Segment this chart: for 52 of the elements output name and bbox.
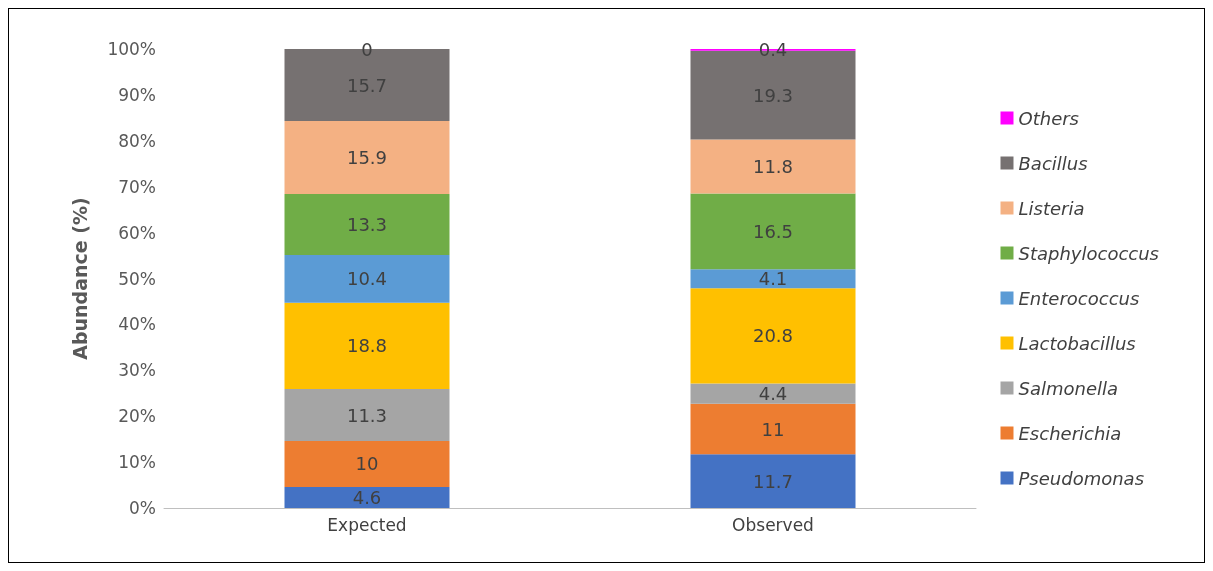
data-label: 4.1 [758,268,788,290]
data-label: 16.5 [752,220,794,242]
y-tick-label: 60% [118,222,156,243]
y-tick-label: 50% [118,268,156,289]
bar [284,389,450,441]
data-label: 4.6 [352,486,382,508]
x-tick-label: Observed [732,514,814,535]
y-tick-label: 80% [118,130,156,151]
legend-label: Staphylococcus [1018,242,1160,264]
data-label: 4.4 [758,383,788,405]
data-label: 11.7 [752,470,794,492]
legend-label: Others [1018,107,1079,129]
y-tick-label: 90% [118,84,156,105]
data-label: 20.8 [752,325,794,347]
y-axis-title: Abundance (%) [68,197,91,360]
y-tick-label: 40% [118,314,156,335]
legend-label: Lactobacillus [1018,332,1136,354]
legend-label: Listeria [1018,197,1085,219]
y-tick-label: 70% [118,176,156,197]
y-tick-label: 30% [118,360,156,381]
legend-label: Bacillus [1018,152,1088,174]
bar [690,288,856,384]
data-label: 10.4 [346,268,388,290]
y-tick-label: 20% [118,406,156,427]
bar [284,440,450,487]
x-tick-label: Expected [327,514,407,535]
data-label: 18.8 [346,335,388,357]
legend-label: Pseudomonas [1018,467,1145,489]
data-label: 10 [355,453,379,475]
data-label: 11.8 [752,156,794,177]
bar [690,193,856,270]
data-label: 13.3 [346,214,388,236]
bar [284,121,450,195]
bar [284,486,450,508]
bar [690,139,856,194]
y-tick-label: 10% [118,452,156,473]
bar [690,383,856,404]
bar [284,194,450,256]
legend-label: Enterococcus [1018,287,1140,309]
bar [690,269,856,289]
data-label: 11.3 [346,404,388,426]
bar [690,454,856,508]
bar [284,302,450,390]
data-label: 15.9 [346,147,388,169]
data-label: 0.4 [758,39,788,61]
bar [284,255,450,303]
legend-label: Escherichia [1018,422,1122,444]
y-tick-label: 0% [129,498,156,518]
y-tick-label: 100% [107,39,156,59]
data-label: 11 [761,418,785,440]
bar [690,403,856,455]
legend-label: Salmonella [1018,377,1119,399]
